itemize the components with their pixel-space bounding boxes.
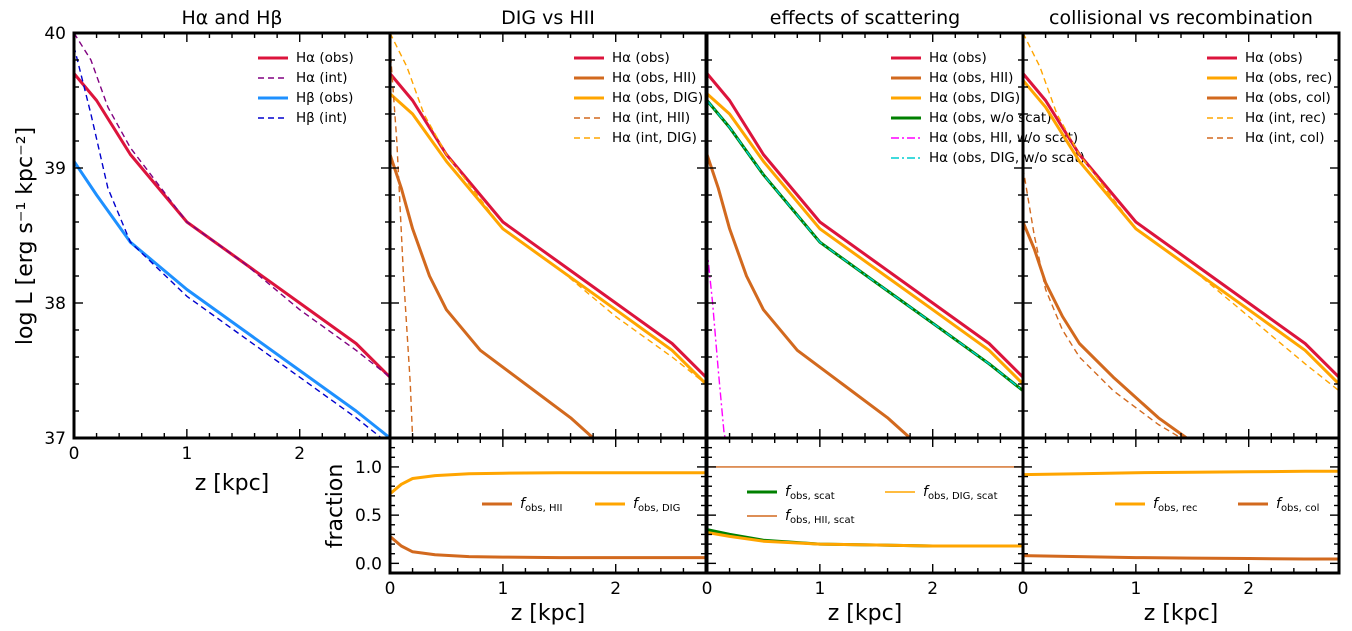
legend-label: Hα (int, col) — [1245, 130, 1325, 146]
bottom-panel-1: fobs, HII fobs, DIG — [388, 436, 708, 575]
x-tick-label: 2 — [294, 444, 305, 464]
legend-label: Hα (int, DIG) — [612, 130, 697, 146]
legend-label: Hα (obs) — [1245, 50, 1303, 66]
x-axis-label: z [kpc] — [511, 601, 586, 626]
top-panel-2: Hα (obs) Hα (obs, HII) Hα (obs, DIG) Hα (in… — [388, 31, 708, 440]
legend-label: fobs, DIG — [633, 496, 680, 514]
series-line — [1023, 167, 1182, 438]
y-tick-label: 1.0 — [355, 458, 382, 478]
series-line — [1023, 33, 1339, 392]
x-tick-label: 1 — [497, 579, 508, 599]
fraction-y-axis-label: fraction — [323, 464, 348, 549]
bottom-panel-3: fobs, rec fobs, col — [1021, 436, 1341, 575]
x-tick-label: 1 — [181, 444, 192, 464]
legend-label: fobs, DIG, scat — [923, 484, 998, 502]
series-line — [707, 248, 726, 438]
x-tick-label: 0 — [702, 579, 713, 599]
y-tick-label: 0.0 — [355, 554, 382, 574]
legend-label: Hα (obs, DIG, w/o scat) — [929, 150, 1085, 166]
y-tick-label: 40 — [44, 24, 66, 44]
top-panel-1: Hα (obs) Hα (int) Hβ (obs) Hβ (int) — [72, 31, 392, 440]
series-line — [74, 160, 390, 438]
series-line — [1023, 221, 1188, 438]
y-tick-label: 39 — [44, 159, 66, 179]
fraction-line — [1023, 469, 1339, 477]
bottom-panel-2-frame — [705, 436, 1025, 575]
legend: Hα (obs) Hα (obs, rec) Hα (obs, col) Hα (in… — [1207, 50, 1332, 146]
legend-label: Hβ (obs) — [296, 90, 353, 106]
legend-label: Hα (obs, HII, w/o scat) — [929, 130, 1078, 146]
x-tick-label: 2 — [1243, 579, 1254, 599]
panel-title: effects of scattering — [770, 7, 960, 29]
x-tick-label: 2 — [610, 579, 621, 599]
series-line — [707, 154, 912, 438]
top-panel-4: Hα (obs) Hα (obs, rec) Hα (obs, col) Hα (in… — [1021, 31, 1341, 440]
legend-label: Hα (obs) — [612, 50, 670, 66]
legend-label: Hα (obs, DIG) — [929, 90, 1020, 106]
legend-label: Hα (obs, HII) — [612, 70, 696, 86]
y-axis-label: log L [erg s⁻¹ kpc⁻²] — [13, 127, 38, 345]
series-line — [707, 100, 1023, 392]
fraction-line — [707, 531, 1023, 548]
x-axis-label: z [kpc] — [195, 471, 270, 496]
legend-label: Hα (obs, DIG) — [612, 90, 703, 106]
legend-label: Hα (obs, w/o scat) — [929, 110, 1051, 126]
legend-label: Hα (int) — [296, 70, 347, 86]
x-tick-label: 1 — [1130, 579, 1141, 599]
legend-label: Hα (obs, rec) — [1245, 70, 1332, 86]
fraction-legend: fobs, HII fobs, DIG — [482, 496, 680, 514]
series-line — [390, 33, 706, 385]
y-tick-label: 0.5 — [355, 506, 382, 526]
series-line — [390, 72, 706, 379]
legend-label: Hα (obs, col) — [1245, 90, 1331, 106]
legend-label: fobs, HII, scat — [785, 508, 855, 526]
fraction-line — [390, 471, 706, 496]
series-line — [707, 92, 1023, 386]
legend: Hα (obs) Hα (obs, HII) Hα (obs, DIG) Hα (in… — [574, 50, 703, 146]
fraction-legend: fobs, rec fobs, col — [1115, 496, 1319, 514]
legend-label: Hα (obs) — [929, 50, 987, 66]
y-tick-label: 37 — [44, 429, 66, 449]
x-axis-label: z [kpc] — [1144, 601, 1219, 626]
bottom-panel-2: fobs, scat fobs, HII, scat fobs, DIG, scat — [705, 436, 1025, 575]
legend-label: Hα (int, rec) — [1245, 110, 1326, 126]
x-tick-label: 0 — [69, 444, 80, 464]
fraction-line — [1023, 554, 1339, 561]
panel-title: DIG vs HII — [501, 7, 595, 29]
fraction-line — [390, 535, 706, 560]
x-tick-label: 0 — [1018, 579, 1029, 599]
series-line — [1023, 72, 1339, 379]
x-axis-label: z [kpc] — [828, 601, 903, 626]
panel-title: Hα and Hβ — [181, 7, 282, 29]
bottom-panel-3-frame — [1021, 436, 1341, 575]
series-line — [707, 72, 1023, 379]
legend-label: Hα (obs) — [296, 50, 354, 66]
x-tick-label: 0 — [385, 579, 396, 599]
legend-label: fobs, rec — [1153, 496, 1198, 514]
legend-label: Hβ (int) — [296, 110, 347, 126]
legend-label: Hα (int, HII) — [612, 110, 690, 126]
legend: Hα (obs) Hα (obs, HII) Hα (obs, DIG) Hα (ob… — [891, 50, 1085, 166]
legend-label: fobs, scat — [785, 484, 835, 502]
series-line — [390, 46, 414, 438]
legend-label: Hα (obs, HII) — [929, 70, 1013, 86]
legend-label: fobs, HII — [520, 496, 562, 514]
legend: Hα (obs) Hα (int) Hβ (obs) Hβ (int) — [258, 50, 354, 126]
series-line — [74, 72, 390, 379]
series-line — [390, 154, 595, 438]
x-tick-label: 1 — [814, 579, 825, 599]
series-line — [74, 33, 390, 378]
series-line — [74, 46, 383, 438]
panel-title: collisional vs recombination — [1049, 7, 1313, 29]
y-tick-label: 38 — [44, 294, 66, 314]
legend-label: fobs, col — [1276, 496, 1319, 514]
fraction-legend: fobs, scat fobs, HII, scat fobs, DIG, scat — [747, 484, 998, 526]
x-tick-label: 2 — [927, 579, 938, 599]
